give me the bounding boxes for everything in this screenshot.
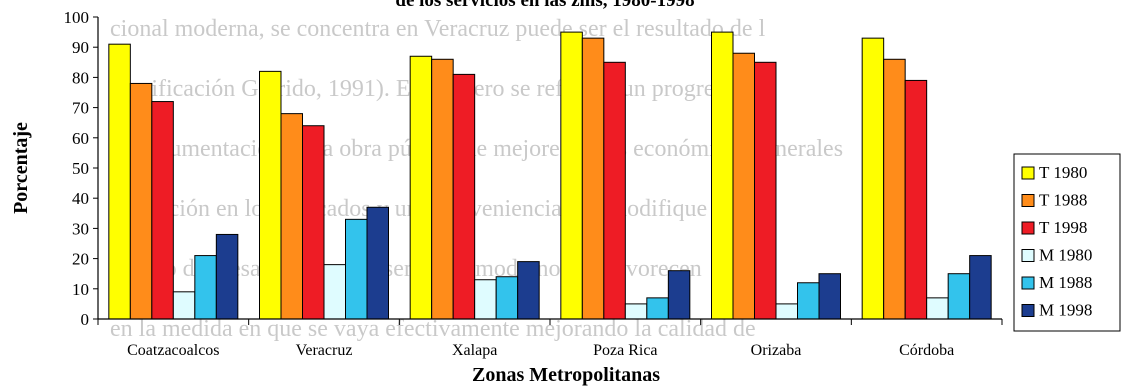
bar-m-1980-3 <box>624 303 648 320</box>
bar-m-1980-5 <box>926 297 949 320</box>
bar-t-1988-3 <box>581 37 605 320</box>
bar-m-1998-1 <box>366 206 389 320</box>
legend-label: T 1988 <box>1039 191 1087 210</box>
legend-swatch <box>1021 249 1035 262</box>
category-label: Coatzacoalcos <box>127 342 219 359</box>
category-label: Xalapa <box>452 342 497 359</box>
legend-swatch <box>1021 194 1035 207</box>
bar-m-1988-5 <box>947 273 971 320</box>
bar-t-1988-1 <box>280 113 303 320</box>
legend-swatch <box>1021 221 1035 235</box>
bar-m-1980-1 <box>323 264 346 320</box>
bar-t-1980-5 <box>861 37 885 320</box>
category-label: Orizaba <box>751 342 802 359</box>
legend-label: M 1988 <box>1039 273 1092 292</box>
bar-t-1980-0 <box>108 43 131 320</box>
bar-m-1988-2 <box>495 276 519 320</box>
legend-label: T 1998 <box>1039 218 1087 237</box>
legend-swatch <box>1021 276 1035 290</box>
category-label: Poza Rica <box>593 342 657 359</box>
bar-m-1988-0 <box>194 255 217 320</box>
y-tick-label: 40 <box>72 189 89 208</box>
y-tick-label: 60 <box>72 129 89 148</box>
bar-m-1980-2 <box>474 279 497 320</box>
bar-t-1998-4 <box>754 61 777 320</box>
legend-label: T 1980 <box>1039 163 1087 182</box>
bar-m-1988-1 <box>345 218 368 320</box>
bar-t-1980-4 <box>711 31 734 320</box>
y-axis-title: Porcentaje <box>10 122 32 214</box>
legend: T 1980 T 1988 T 1998 M 1980 M 1988 M 1998 <box>1013 153 1121 332</box>
chart-title: de los servicios en las zms, 1980-1998 <box>395 0 694 11</box>
bar-m-1998-4 <box>818 273 841 320</box>
legend-label: M 1980 <box>1039 246 1092 265</box>
background-text-line: cional moderna, se concentra en Veracruz… <box>110 16 766 42</box>
bar-t-1980-1 <box>259 70 282 320</box>
y-tick-label: 30 <box>72 219 89 238</box>
legend-swatch <box>1021 304 1035 317</box>
bar-t-1998-1 <box>302 125 325 320</box>
bar-m-1980-4 <box>775 303 798 320</box>
bar-m-1980-0 <box>172 291 196 320</box>
legend-swatch <box>1021 166 1035 180</box>
y-tick-label: 90 <box>72 38 89 57</box>
y-tick-label: 50 <box>72 159 89 178</box>
bar-t-1988-0 <box>129 82 153 320</box>
bar-t-1988-2 <box>431 58 454 320</box>
y-tick-label: 70 <box>72 99 89 118</box>
bar-m-1998-3 <box>667 270 691 320</box>
bar-t-1998-0 <box>151 101 174 320</box>
bar-t-1988-5 <box>883 58 906 320</box>
bar-m-1988-4 <box>797 282 820 320</box>
bar-t-1980-2 <box>409 55 433 320</box>
y-tick-label: 10 <box>72 280 89 299</box>
bar-m-1998-5 <box>969 255 992 320</box>
axes-layer: 0 10 20 30 40 50 60 70 80 90 100 <box>64 8 1003 329</box>
category-label: Veracruz <box>296 342 353 359</box>
bar-m-1988-3 <box>646 297 669 320</box>
bar-t-1998-2 <box>452 73 476 320</box>
y-tick-label: 80 <box>72 68 89 87</box>
background-text-line: en la medida en que se vaya efectivament… <box>110 316 756 342</box>
category-label: Córdoba <box>899 342 954 359</box>
y-tick-label: 20 <box>72 250 89 269</box>
y-tick-label: 0 <box>81 310 90 329</box>
bar-t-1980-3 <box>560 31 583 320</box>
bar-t-1988-4 <box>732 52 755 320</box>
legend-box <box>1013 153 1121 332</box>
bar-t-1998-3 <box>603 61 626 320</box>
bar-t-1998-5 <box>904 79 928 320</box>
x-axis-title: Zonas Metropolitanas <box>472 364 660 386</box>
bar-m-1998-0 <box>215 233 239 320</box>
legend-label: M 1998 <box>1039 301 1092 320</box>
bars-layer: Coatzacoalcos Veracruz Xalapa Poza Rica Oriz… <box>108 31 992 359</box>
y-tick-label: 100 <box>64 8 90 27</box>
bar-m-1998-2 <box>517 261 540 320</box>
